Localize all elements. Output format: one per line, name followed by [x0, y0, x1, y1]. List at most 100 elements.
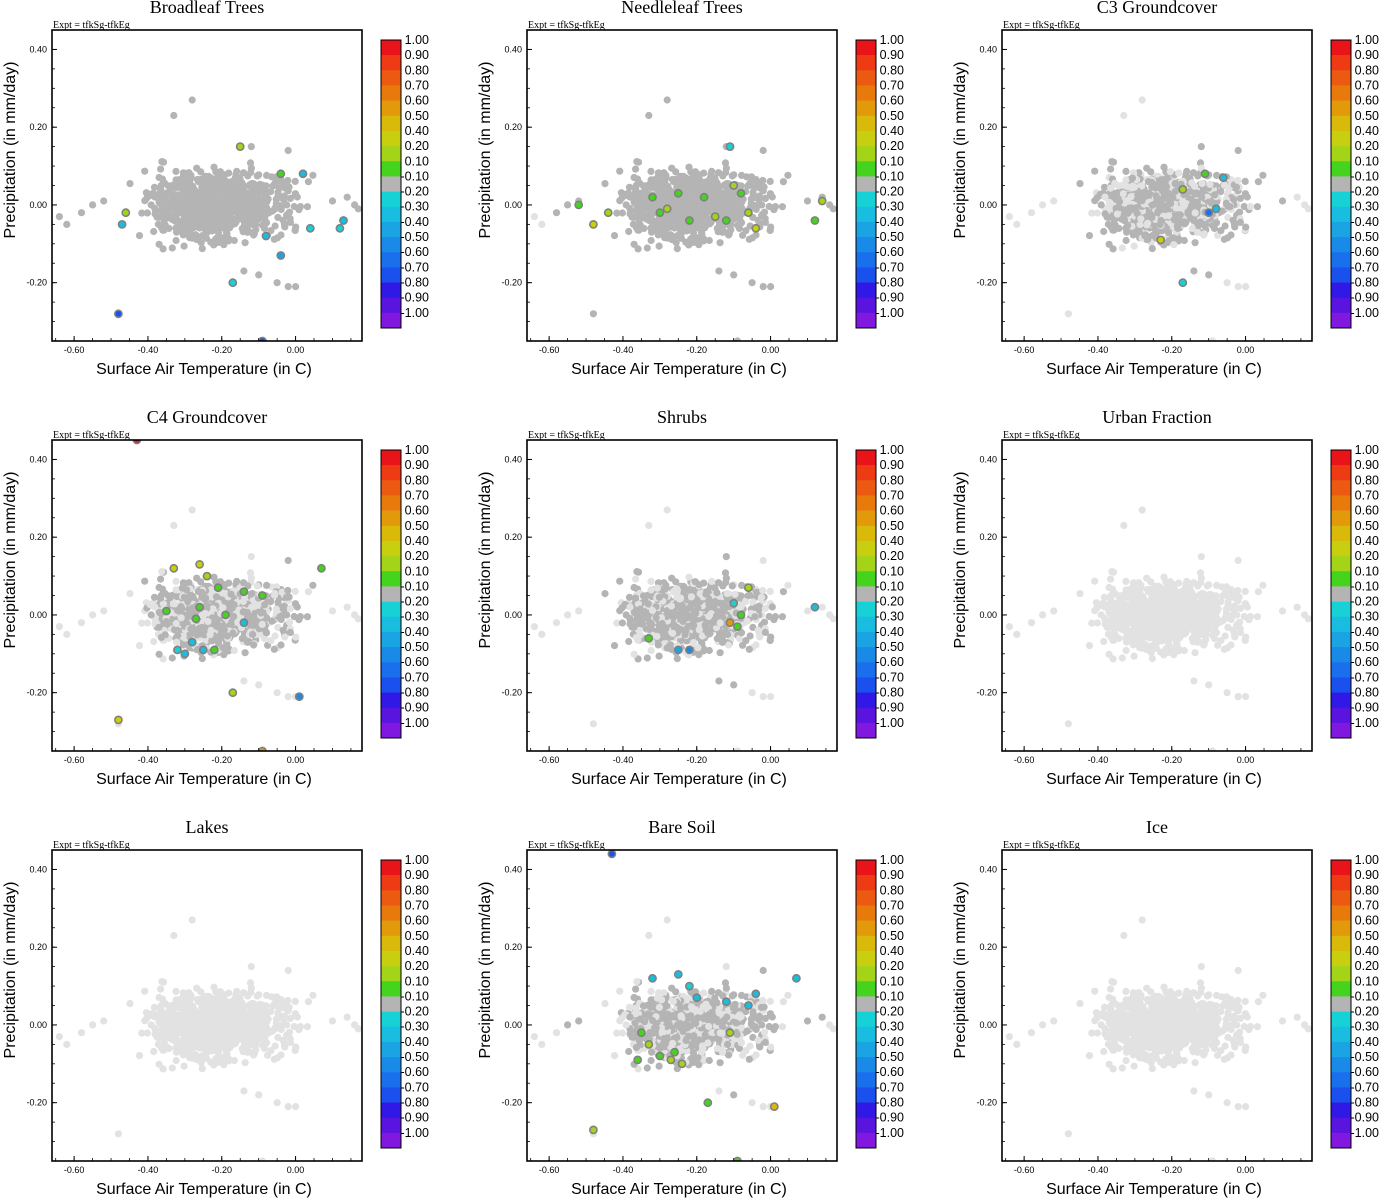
highlight-point [305, 223, 315, 233]
scatter-point [274, 188, 282, 196]
scatter-point [530, 213, 539, 221]
scatter-point [726, 208, 734, 216]
colorbar-swatch [381, 55, 401, 71]
x-tick-label: -0.40 [613, 345, 634, 355]
x-tick-label: 0.00 [287, 755, 305, 765]
scatter-point [226, 621, 234, 629]
scatter-point [1224, 188, 1232, 196]
x-tick-label: -0.20 [687, 345, 708, 355]
scatter-point [1123, 196, 1132, 205]
scatter-point [156, 609, 164, 617]
scatter-point [728, 582, 736, 590]
scatter-point [632, 165, 640, 173]
colorbar-label: -0.70 [401, 260, 430, 274]
scatter-point [143, 619, 151, 627]
colorbar: 1.000.900.800.700.600.500.400.200.10-0.1… [380, 33, 430, 329]
scatter-point [1236, 218, 1244, 226]
scatter-point [752, 231, 760, 239]
scatter-point [230, 601, 238, 609]
scatter-point [212, 593, 221, 601]
scatter-point [718, 638, 727, 646]
scatter-point [1180, 202, 1188, 211]
scatter-point [698, 222, 707, 230]
scatter-point [682, 593, 691, 601]
scatter-point [1105, 213, 1113, 221]
scatter-point [694, 234, 702, 242]
colorbar-label: 0.80 [405, 63, 429, 77]
y-tick-label: 0.00 [504, 200, 522, 210]
colorbar-swatch [381, 647, 401, 663]
colorbar-label: -0.90 [1351, 291, 1380, 305]
scatter-point [685, 163, 693, 171]
scatter-point [284, 693, 292, 701]
scatter-point [202, 594, 210, 602]
scatter-point [1226, 203, 1234, 211]
scatter-point [157, 184, 165, 192]
colorbar-label: -0.20 [401, 595, 430, 609]
colorbar-swatch [381, 85, 401, 101]
colorbar-swatch [1331, 252, 1351, 268]
highlight-point [276, 169, 286, 179]
scatter-point [187, 215, 195, 223]
scatter-point [1130, 183, 1138, 191]
scatter-point [760, 618, 769, 626]
scatter-point [630, 623, 638, 631]
scatter-point [625, 227, 633, 236]
scatter-point [215, 622, 223, 630]
scatter-point [673, 213, 681, 222]
scatter-point [248, 179, 256, 188]
scatter-point [1039, 201, 1047, 209]
panel-title: Shrubs [657, 407, 707, 427]
highlight-point [1204, 208, 1214, 218]
scatter-point [270, 235, 278, 243]
scatter-point [271, 632, 279, 640]
scatter-point [284, 283, 292, 291]
scatter-point [198, 655, 206, 663]
scatter-point [202, 184, 210, 192]
scatter-point [610, 232, 619, 240]
colorbar-label: 1.00 [880, 33, 904, 47]
scatter-point [151, 193, 159, 201]
colorbar-label: -0.90 [401, 291, 430, 305]
scatter-point [210, 573, 218, 581]
scatter-point [192, 192, 200, 200]
scatter-point [743, 617, 751, 625]
scatter-point [268, 617, 276, 625]
scatter-point [724, 630, 732, 639]
x-tick-label: 0.00 [287, 345, 305, 355]
colorbar-label: -0.20 [1351, 185, 1380, 199]
colorbar-label: -0.80 [1351, 276, 1380, 290]
highlight-point [261, 231, 271, 241]
scatter-point [1200, 231, 1208, 239]
scatter-point [1169, 194, 1177, 202]
colorbar-swatch [856, 146, 876, 162]
scatter-point [296, 613, 304, 621]
scatter-point [768, 193, 776, 201]
scatter-point [233, 167, 241, 175]
scatter-point [1207, 199, 1215, 207]
scatter-point [1169, 234, 1177, 242]
colorbar-label: -0.40 [401, 215, 430, 229]
scatter-point [284, 146, 292, 155]
scatter-point [716, 649, 724, 657]
scatter-point [281, 223, 289, 231]
scatter-point [803, 197, 812, 205]
scatter-point [683, 227, 691, 235]
colorbar-label: -0.60 [876, 245, 905, 259]
scatter-point [155, 650, 163, 658]
scatter-point [1160, 163, 1168, 171]
scatter-point [738, 581, 746, 590]
colorbar-swatch [381, 722, 401, 739]
colorbar-swatch [856, 206, 876, 223]
scatter-point [267, 227, 275, 235]
scatter-point [1164, 229, 1173, 237]
scatter-point [633, 568, 641, 576]
scatter-point [679, 207, 687, 216]
x-tick-label: -0.20 [1162, 345, 1183, 355]
scatter-point [1193, 228, 1202, 236]
scatter-point [263, 171, 271, 179]
